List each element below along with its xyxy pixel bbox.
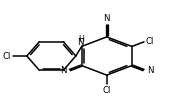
Text: Cl: Cl <box>103 86 111 95</box>
Text: H: H <box>78 36 84 44</box>
Text: N: N <box>77 38 84 47</box>
Text: N: N <box>103 14 110 23</box>
Text: N: N <box>60 66 67 75</box>
Text: Cl: Cl <box>146 37 154 46</box>
Text: Cl: Cl <box>3 52 11 60</box>
Text: N: N <box>147 66 153 75</box>
